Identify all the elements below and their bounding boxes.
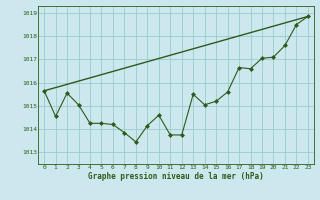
X-axis label: Graphe pression niveau de la mer (hPa): Graphe pression niveau de la mer (hPa): [88, 172, 264, 181]
